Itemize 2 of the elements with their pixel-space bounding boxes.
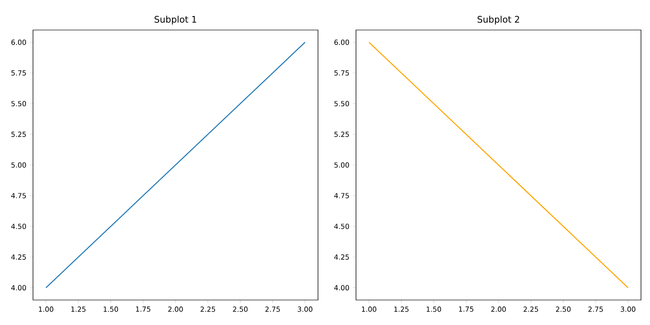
chart-title: Subplot 1: [154, 16, 196, 24]
chart-title: Subplot 2: [478, 16, 520, 24]
